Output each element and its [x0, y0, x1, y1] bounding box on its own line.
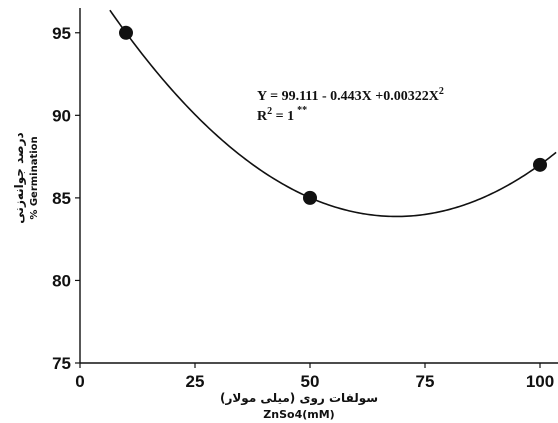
x-tick-label: 0: [75, 372, 84, 391]
y-tick-label: 85: [52, 189, 71, 208]
x-tick-label: 50: [301, 372, 320, 391]
data-point: [533, 157, 547, 172]
y-axis-label-persian: درصد جوانه‌زنی: [12, 132, 27, 223]
axes: 0 25 50 75 100 75 80 85 90 95: [52, 8, 558, 391]
y-axis-label-english: % Germination: [29, 136, 40, 219]
data-point: [303, 190, 317, 205]
x-tick-label: 100: [526, 372, 554, 391]
x-tick-label: 75: [416, 372, 435, 391]
y-tick-label: 75: [52, 354, 71, 373]
fit-curve: [109, 9, 557, 218]
x-axis-label-persian: سولفات روی (میلی مولار): [220, 391, 378, 406]
x-tick-label: 25: [186, 372, 205, 391]
equation-text: Y = 99.111 - 0.443X +0.00322X2: [257, 86, 444, 104]
x-axis-label-english: ZnSo4(mM): [263, 408, 334, 421]
y-tick-label: 90: [52, 106, 71, 125]
data-points: [119, 25, 547, 205]
equation-annotation: Y = 99.111 - 0.443X +0.00322X2 R2 = 1 **: [257, 86, 444, 124]
y-tick-label: 95: [52, 24, 71, 43]
r-squared-text: R2 = 1 **: [257, 105, 307, 124]
data-point: [119, 25, 133, 40]
y-tick-label: 80: [52, 271, 71, 290]
fit-curve-group: [109, 9, 557, 218]
